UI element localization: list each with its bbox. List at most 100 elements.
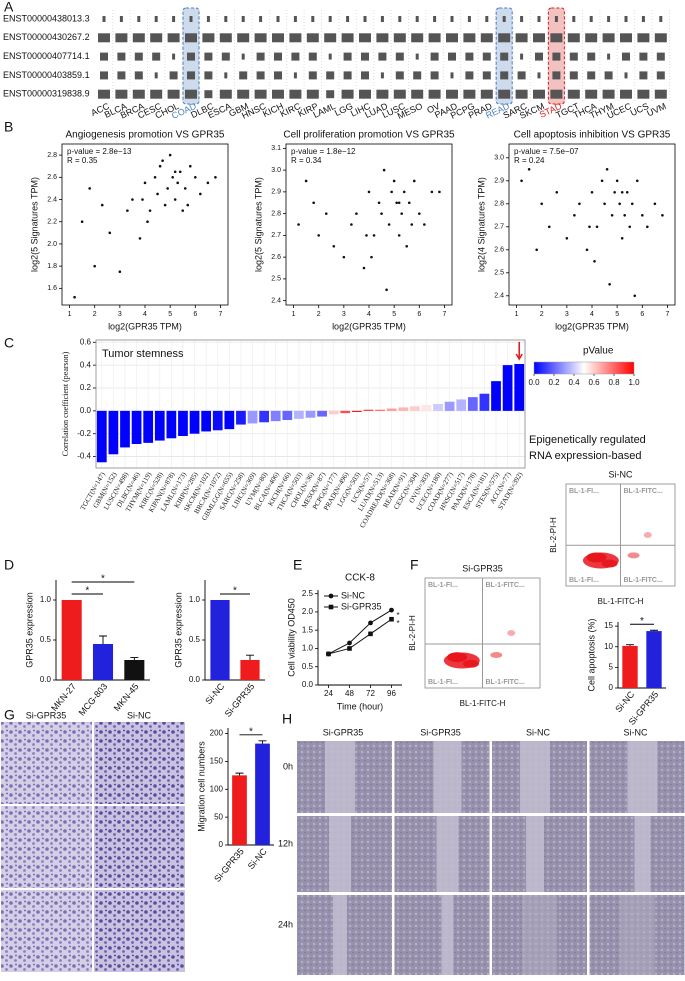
tile: [239, 71, 248, 80]
point: [382, 168, 386, 172]
tile: [291, 52, 300, 61]
bar: [421, 405, 432, 411]
x-tick-label: 1: [292, 311, 296, 318]
row-label: 24h: [278, 919, 293, 929]
point: [407, 201, 411, 205]
tile: [415, 16, 419, 22]
tile: [361, 71, 369, 80]
tile: [500, 71, 509, 80]
bar: [224, 410, 235, 430]
tile: [463, 89, 476, 99]
point: [547, 225, 551, 229]
tile: [602, 33, 615, 43]
tile: [395, 52, 404, 61]
point: [625, 191, 629, 194]
wound-gap: [634, 816, 651, 892]
point: [163, 203, 167, 207]
annotation: Epigenetically regulated: [529, 434, 646, 446]
x-tick-label: Si-GPR35: [212, 846, 246, 883]
row-label: ENST00000438013.3: [3, 13, 90, 23]
tile: [306, 89, 319, 99]
point: [186, 203, 190, 207]
tile: [359, 89, 371, 99]
point: [355, 212, 358, 215]
tile: [272, 33, 284, 43]
tile: [567, 33, 580, 43]
tile: [117, 71, 126, 80]
tile: [498, 89, 511, 99]
tile: [167, 33, 180, 43]
point: [188, 164, 192, 168]
point: [578, 202, 581, 206]
point: [438, 190, 441, 194]
chart-title: Angiogenesis promotion VS GPR35: [66, 130, 225, 141]
point: [297, 223, 300, 226]
bar: [92, 644, 114, 680]
tile: [154, 16, 158, 22]
x-tick-label: Si-NC: [246, 846, 269, 871]
point: [595, 225, 599, 229]
plot-frame: [508, 143, 676, 306]
tile: [428, 33, 441, 43]
point: [527, 168, 531, 171]
significance-label: *: [101, 574, 105, 585]
quadrant-label: BL-1-FI...: [428, 582, 458, 589]
tile: [585, 89, 598, 99]
tile: [150, 89, 163, 99]
bar: [189, 410, 200, 434]
tile: [341, 33, 354, 43]
chart-title: CCK-8: [345, 573, 375, 584]
tile: [254, 89, 267, 99]
stat-text: R = 0.24: [514, 156, 545, 165]
micrograph: [1, 722, 92, 804]
tile: [187, 52, 195, 61]
x-tick-label: 24: [324, 689, 333, 698]
y-tick-label: 2.0: [47, 241, 57, 248]
tile: [256, 71, 265, 80]
point: [199, 192, 202, 196]
tile: [219, 89, 232, 99]
chart-title: Cell apoptosis inhibition VS GPR35: [514, 130, 671, 141]
y-tick-label: 3.0: [271, 167, 281, 174]
y-axis-label: Correlation coefficient (pearson): [61, 351, 70, 456]
panel-label: D: [4, 557, 14, 573]
row-label: ENST00000319838.9: [3, 89, 90, 99]
x-tick-label: 4: [590, 311, 594, 318]
point: [350, 223, 353, 226]
point: [377, 201, 381, 205]
point: [623, 214, 626, 217]
panel-label: A: [4, 0, 14, 15]
tile: [359, 33, 371, 43]
tile: [341, 89, 354, 99]
wound-gap: [333, 895, 347, 975]
point: [88, 187, 91, 190]
y-tick-label: 200: [210, 729, 224, 738]
point: [600, 179, 604, 183]
point: [138, 237, 142, 240]
tile: [550, 89, 563, 99]
point: [635, 179, 639, 183]
tile: [450, 72, 454, 79]
point: [520, 179, 523, 183]
marker: [389, 607, 394, 613]
tile: [98, 33, 110, 43]
point: [618, 202, 621, 206]
x-axis-label: Time (hour): [337, 701, 383, 711]
tile: [572, 16, 576, 22]
y-tick-label: 0.5: [302, 662, 314, 671]
tile: [480, 33, 493, 43]
y-tick-label: 3.0: [494, 155, 504, 162]
y-tick-label: 0.6: [80, 337, 92, 346]
column-label: Si-NC: [127, 710, 151, 720]
point: [641, 214, 644, 217]
point: [390, 190, 393, 194]
colorbar-tick-label: 0.4: [568, 378, 580, 387]
point: [402, 190, 406, 194]
point: [365, 234, 368, 237]
tile: [589, 16, 593, 22]
bar: [255, 743, 270, 845]
tile: [346, 16, 350, 22]
significance-label: *: [397, 619, 400, 628]
stat-text: R = 0.35: [67, 156, 98, 165]
chart-title: Tumor stemness: [102, 348, 184, 360]
